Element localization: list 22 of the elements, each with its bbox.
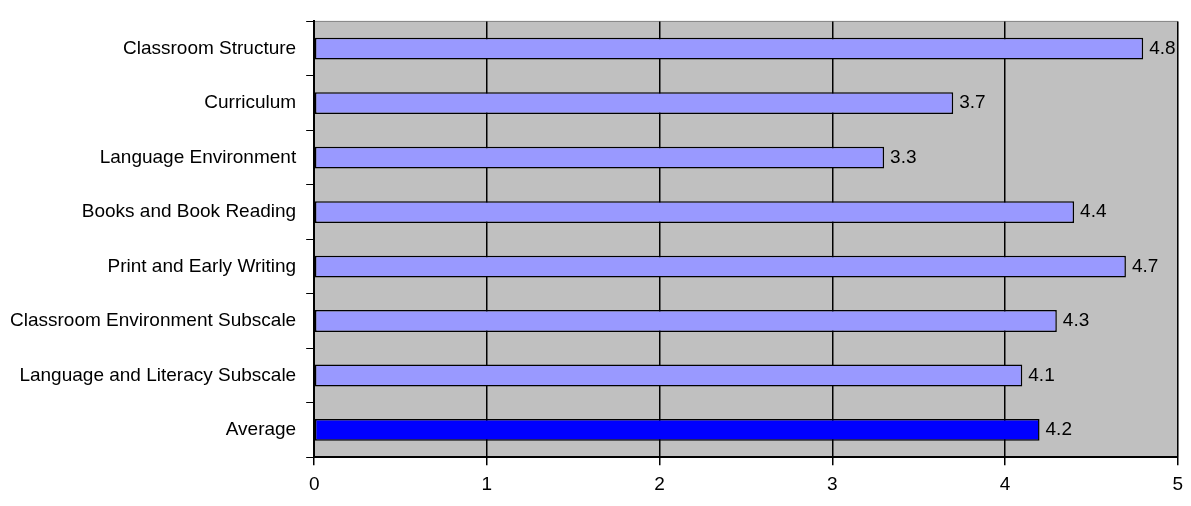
data-label: 3.7 xyxy=(959,91,986,113)
data-label: 4.8 xyxy=(1149,36,1176,58)
data-label: 4.3 xyxy=(1062,309,1090,331)
y-tick-label: Classroom Environment Subscale xyxy=(9,309,297,331)
y-tick-label: Curriculum xyxy=(204,91,297,113)
x-tick-label: 0 xyxy=(308,472,320,494)
x-tick-label: 2 xyxy=(654,472,665,494)
y-tick-label: Print and Early Writing xyxy=(107,254,297,276)
data-label: 4.1 xyxy=(1028,363,1055,385)
data-label: 4.2 xyxy=(1045,418,1072,440)
x-tick-label: 5 xyxy=(1172,472,1184,494)
y-tick-label: Classroom Structure xyxy=(123,36,297,58)
y-tick-label: Average xyxy=(225,418,297,440)
x-tick-label: 1 xyxy=(481,472,493,494)
y-tick-label: Books and Book Reading xyxy=(81,200,297,222)
data-label: 4.4 xyxy=(1080,200,1107,222)
x-tick-label: 4 xyxy=(999,472,1011,494)
data-label: 4.7 xyxy=(1131,254,1159,276)
y-tick-label: Language Environment xyxy=(99,145,297,167)
data-label: 3.3 xyxy=(890,145,917,167)
y-tick-label: Language and Literacy Subscale xyxy=(19,363,297,385)
x-tick-label: 3 xyxy=(827,472,838,494)
